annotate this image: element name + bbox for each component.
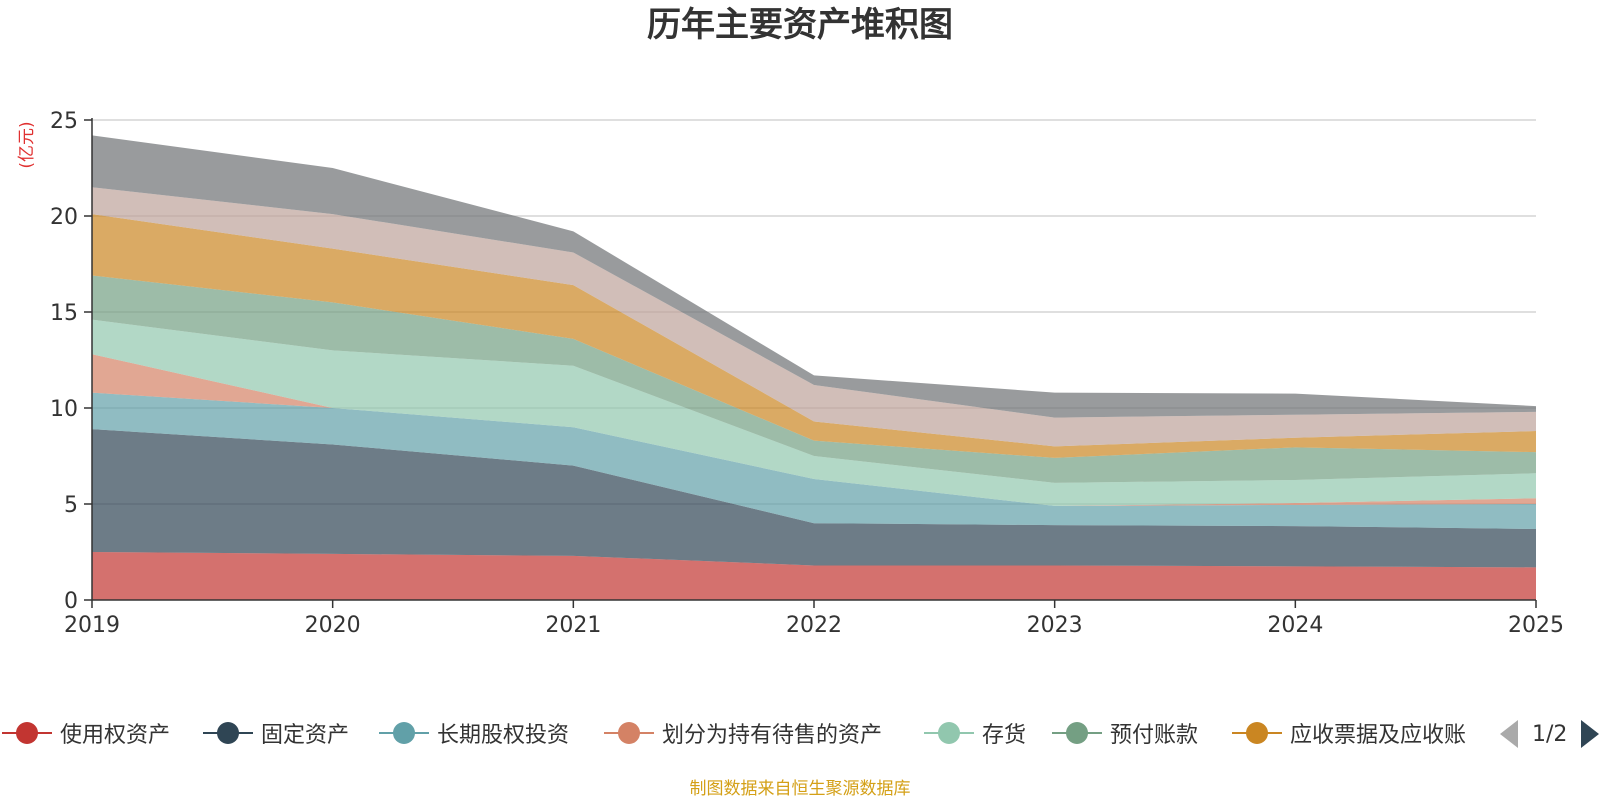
area-series-0 — [92, 552, 1536, 600]
legend-marker-icon — [1232, 721, 1282, 745]
legend-item-1[interactable]: 固定资产 — [203, 713, 349, 753]
x-tick-label: 2023 — [1027, 613, 1083, 638]
legend: 使用权资产 固定资产 长期股权投资 划分为持有待售的资产 存货 预付账款 应收票据及应收账 — [0, 713, 1600, 753]
legend-marker-icon — [1052, 721, 1102, 745]
x-tick-label: 2022 — [786, 613, 842, 638]
y-tick-label: 10 — [50, 397, 78, 422]
legend-label: 长期股权投资 — [437, 723, 570, 748]
legend-label: 使用权资产 — [60, 723, 171, 748]
legend-item-5[interactable]: 预付账款 — [1052, 713, 1198, 753]
y-tick-label: 0 — [64, 589, 78, 614]
legend-next-page-button[interactable] — [1581, 720, 1600, 748]
legend-label: 预付账款 — [1110, 723, 1199, 748]
legend-item-6[interactable]: 应收票据及应收账 — [1232, 713, 1466, 753]
legend-marker-icon — [2, 721, 52, 745]
legend-page-indicator: 1/2 — [1532, 721, 1568, 747]
legend-item-2[interactable]: 长期股权投资 — [379, 713, 569, 753]
source-note: 制图数据来自恒生聚源数据库 — [689, 779, 911, 799]
x-tick-label: 2025 — [1508, 613, 1564, 638]
legend-label: 存货 — [982, 723, 1027, 748]
y-tick-label: 15 — [50, 301, 78, 326]
legend-label: 应收票据及应收账 — [1290, 723, 1467, 748]
legend-item-0[interactable]: 使用权资产 — [2, 713, 170, 753]
x-tick-label: 2021 — [545, 613, 601, 638]
chart-title: 历年主要资产堆积图 — [647, 5, 953, 45]
y-tick-label: 25 — [50, 109, 78, 134]
area-series-4 — [92, 319, 1536, 506]
legend-marker-icon — [203, 721, 253, 745]
legend-marker-icon — [604, 721, 654, 745]
y-tick-label: 20 — [50, 205, 78, 230]
area-series-8 — [92, 135, 1536, 418]
legend-label: 划分为持有待售的资产 — [662, 723, 883, 748]
legend-pager: 1/2 — [1500, 719, 1600, 749]
y-tick-label: 5 — [64, 493, 78, 518]
x-tick-label: 2020 — [305, 613, 361, 638]
y-axis-unit-label: (亿元) — [17, 121, 37, 168]
area-series-2 — [92, 392, 1536, 529]
x-tick-label: 2024 — [1267, 613, 1323, 638]
area-series-7 — [92, 187, 1536, 447]
area-series-5 — [92, 275, 1536, 483]
legend-marker-icon — [379, 721, 429, 745]
x-tick-label: 2019 — [64, 613, 120, 638]
legend-item-4[interactable]: 存货 — [924, 713, 1026, 753]
legend-item-3[interactable]: 划分为持有待售的资产 — [604, 713, 882, 753]
legend-label: 固定资产 — [261, 723, 350, 748]
area-series-1 — [92, 429, 1536, 568]
area-series-6 — [92, 214, 1536, 458]
legend-marker-icon — [924, 721, 974, 745]
legend-prev-page-button[interactable] — [1500, 720, 1518, 748]
area-series-group — [92, 135, 1536, 600]
